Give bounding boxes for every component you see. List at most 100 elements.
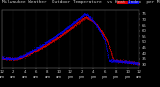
Point [10,58,13,59]
Point [100,33,103,34]
Point [100,32,103,33]
Point [129,60,131,62]
Point [14,60,16,61]
Point [54,35,56,37]
Point [125,62,127,63]
Point [129,62,132,63]
Point [60,31,63,32]
Point [28,52,31,53]
Point [127,62,130,63]
Point [133,62,136,63]
Point [66,27,68,28]
Point [43,45,45,47]
Point [124,62,127,63]
Point [40,46,43,47]
Point [120,61,123,62]
Point [103,38,105,39]
Point [21,56,24,58]
Point [80,19,83,20]
Point [64,32,67,33]
Point [31,51,33,52]
Point [82,14,84,15]
Point [121,60,124,61]
Point [70,27,72,28]
Point [117,61,120,62]
Point [87,19,90,20]
Point [46,43,48,45]
Point [52,40,55,41]
Point [15,59,17,60]
Point [94,22,96,23]
Point [1,57,4,58]
Point [82,19,84,21]
Point [42,43,45,44]
Point [85,14,88,16]
Point [8,58,10,59]
Point [5,57,8,58]
Point [89,17,91,19]
Point [100,30,103,31]
Point [90,19,93,20]
Point [135,62,138,64]
Point [104,37,107,38]
Point [108,47,111,49]
Point [31,51,34,52]
Point [53,38,56,40]
Point [49,41,51,43]
Point [75,24,77,25]
Point [72,25,75,27]
Point [48,40,51,41]
Point [83,12,86,14]
Point [89,19,92,20]
Point [58,32,61,34]
Point [5,58,7,59]
Point [85,13,88,15]
Point [88,18,91,20]
Point [120,61,123,62]
Point [56,36,58,37]
Point [105,44,107,46]
Point [17,57,19,59]
Point [52,36,55,37]
Point [127,61,129,63]
Point [60,32,63,33]
Point [28,52,31,53]
Point [1,56,3,58]
Point [109,60,112,61]
Point [9,58,12,60]
Point [98,28,100,29]
Point [31,51,33,53]
Point [12,59,14,60]
Point [11,58,14,59]
Point [82,16,85,17]
Point [82,15,85,16]
Point [33,50,36,52]
Point [3,58,6,59]
Point [11,59,14,60]
Point [5,56,8,58]
Point [19,56,22,57]
Point [119,60,122,61]
Point [60,32,62,34]
Point [52,40,54,41]
Point [98,29,101,30]
Point [127,61,129,62]
Point [5,58,7,60]
Point [137,64,140,65]
Point [126,60,129,62]
Point [120,60,122,62]
Point [3,58,6,59]
Point [111,54,113,56]
Point [14,59,16,60]
Point [60,35,62,36]
Point [19,56,21,57]
Point [60,35,63,36]
Point [93,21,96,23]
Point [3,58,5,59]
Point [34,50,37,51]
Point [78,19,81,20]
Point [76,22,78,23]
Point [42,47,45,48]
Point [133,61,135,62]
Point [34,49,36,50]
